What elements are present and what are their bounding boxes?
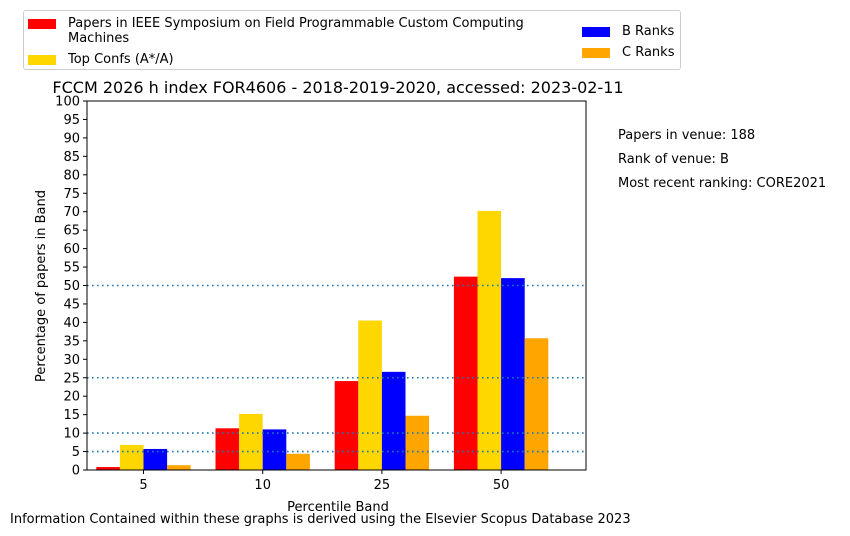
y-tick-label: 0: [72, 464, 80, 479]
bar-4-25: [405, 415, 430, 470]
bar-3-5: [143, 448, 168, 470]
venue-rank-note: Rank of venue: B: [618, 152, 729, 167]
bar-3-50: [501, 278, 525, 470]
legend-swatch-b-ranks: [582, 27, 610, 37]
chart-title: FCCM 2026 h index FOR4606 - 2018-2019-20…: [52, 78, 623, 97]
y-tick-label: 65: [63, 224, 80, 239]
legend: Papers in IEEE Symposium on Field Progra…: [23, 10, 681, 70]
legend-item-top-confs: Top Confs (A*/A): [28, 52, 174, 67]
x-tick-label: 5: [139, 478, 147, 493]
y-tick-label: 80: [63, 168, 80, 183]
legend-swatch-c-ranks: [582, 48, 610, 58]
y-tick-label: 55: [63, 261, 80, 276]
source-footer: Information Contained within these graph…: [10, 512, 631, 527]
y-tick-label: 90: [63, 131, 80, 146]
legend-label-top-confs: Top Confs (A*/A): [68, 52, 174, 67]
y-tick-label: 75: [63, 187, 80, 202]
y-tick-label: 25: [63, 371, 80, 386]
y-tick-label: 100: [55, 95, 80, 110]
y-tick-label: 10: [63, 427, 80, 442]
papers-in-venue-note: Papers in venue: 188: [618, 128, 756, 143]
bar-3-10: [262, 429, 287, 470]
x-tick-label: 50: [493, 478, 510, 493]
recent-ranking-note: Most recent ranking: CORE2021: [618, 176, 827, 191]
bar-4-50: [524, 338, 549, 470]
y-tick-label: 30: [63, 353, 80, 368]
bar-1-5: [96, 467, 120, 470]
y-tick-label: 15: [63, 408, 80, 423]
legend-label-venue: Papers in IEEE Symposium on Field Progra…: [68, 16, 524, 46]
legend-swatch-venue: [28, 19, 56, 29]
bar-2-5: [119, 444, 144, 470]
legend-item-c-ranks: C Ranks: [582, 45, 674, 60]
y-tick-label: 35: [63, 334, 80, 349]
y-tick-label: 5: [72, 445, 80, 460]
legend-label-b-ranks: B Ranks: [622, 24, 675, 39]
bar-1-10: [215, 428, 240, 470]
y-tick-label: 85: [63, 150, 80, 165]
y-tick-label: 60: [63, 242, 80, 257]
legend-item-venue: Papers in IEEE Symposium on Field Progra…: [28, 16, 588, 46]
x-tick-label: 25: [374, 478, 391, 493]
bar-2-25: [358, 320, 382, 470]
y-tick-label: 45: [63, 297, 80, 312]
y-tick-label: 70: [63, 205, 80, 220]
y-axis-label: Percentage of papers in Band: [34, 190, 49, 382]
bar-2-50: [477, 210, 502, 470]
bar-4-5: [167, 465, 191, 470]
x-axis-label: Percentile Band: [287, 500, 389, 515]
y-tick-label: 50: [63, 279, 80, 294]
bar-3-25: [381, 371, 406, 470]
bar-4-10: [286, 453, 310, 470]
legend-swatch-top-confs: [28, 55, 56, 65]
y-tick-label: 95: [63, 113, 80, 128]
plot-frame: [86, 100, 587, 471]
bar-1-25: [334, 381, 359, 470]
legend-item-b-ranks: B Ranks: [582, 24, 674, 39]
y-tick-label: 40: [63, 316, 80, 331]
bar-2-10: [239, 413, 263, 470]
x-tick-label: 10: [254, 478, 271, 493]
bar-1-50: [453, 276, 478, 470]
y-tick-label: 20: [63, 390, 80, 405]
legend-label-c-ranks: C Ranks: [622, 45, 675, 60]
